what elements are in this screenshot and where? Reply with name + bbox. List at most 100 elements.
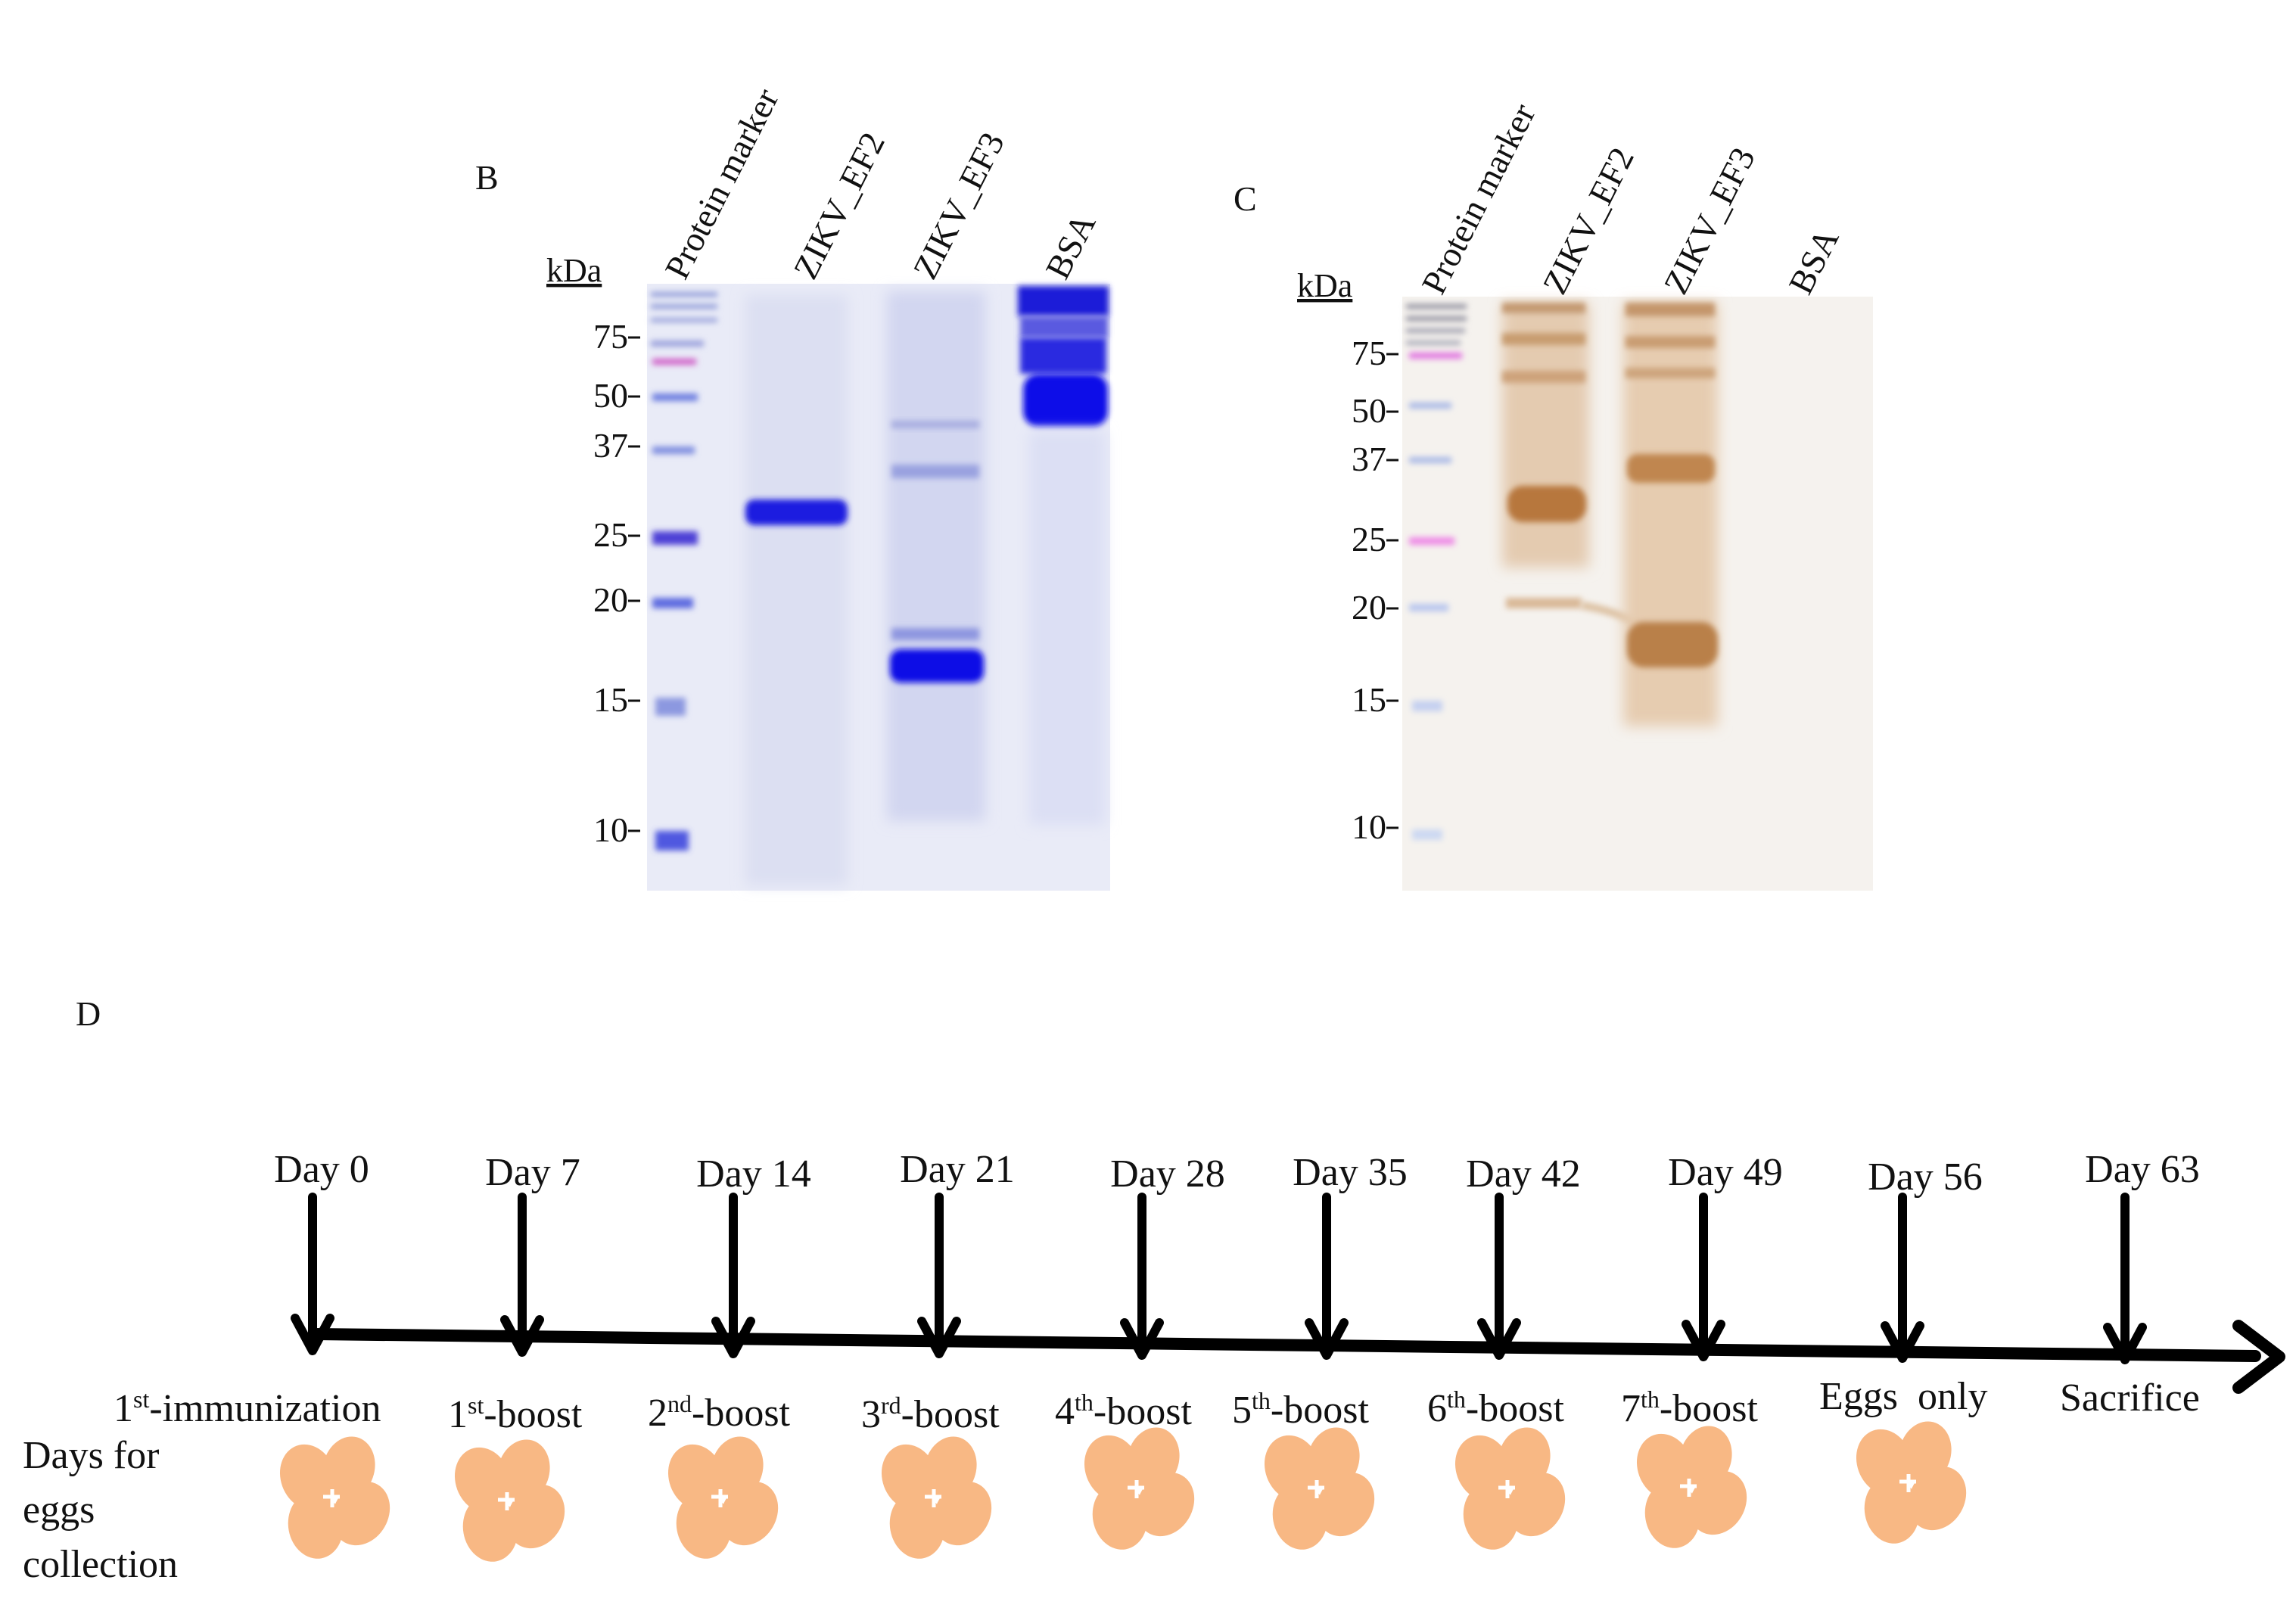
day-label: Day 63 bbox=[2085, 1148, 2200, 1191]
eggs-label-line: collection bbox=[23, 1543, 178, 1586]
panel-c-marker-labels: 75 50 37 25 20 15 10 bbox=[1352, 334, 1386, 846]
egg-shape bbox=[1688, 1470, 1747, 1535]
event-label: 4th-boost bbox=[1055, 1389, 1192, 1433]
panel-c-lane-label: ZIKV_EF2 bbox=[1535, 142, 1641, 300]
panel-c-marker-label: 37 bbox=[1352, 440, 1386, 478]
egg-divider bbox=[1498, 1480, 1515, 1498]
egg-shape bbox=[1316, 1472, 1375, 1537]
egg-shape bbox=[881, 1444, 938, 1510]
event-label: 5th-boost bbox=[1232, 1387, 1369, 1432]
egg-shape bbox=[462, 1495, 518, 1562]
panel-c-ef3-band bbox=[1627, 622, 1718, 667]
panel-b: B kDa Protein marker ZIKV_EF2 ZIKV_EF3 B… bbox=[475, 82, 1110, 891]
eggs-collection-label: Days for eggs collection bbox=[23, 1434, 178, 1586]
eggs-label-line: Days for bbox=[23, 1434, 160, 1477]
panel-b-marker-label: 75 bbox=[593, 317, 628, 356]
panel-d: D Day 0 Day 7 Day 14 Day 21 Day 28 Day 3… bbox=[23, 994, 2285, 1586]
panel-c-marker-label: 10 bbox=[1352, 807, 1386, 846]
egg-cluster-icon bbox=[454, 1439, 565, 1562]
panel-c-marker-label: 20 bbox=[1352, 588, 1386, 627]
panel-c-unit-label: kDa bbox=[1297, 267, 1352, 304]
panel-c-lane-labels: Protein marker ZIKV_EF2 ZIKV_EF3 BSA bbox=[1414, 98, 1846, 300]
panel-b-ef2-lane bbox=[745, 295, 848, 885]
timeline-arrowhead-icon bbox=[2232, 1320, 2285, 1394]
day-label: Day 56 bbox=[1868, 1155, 1983, 1199]
panel-c-lane-label: ZIKV_EF3 bbox=[1656, 142, 1762, 300]
egg-cluster-icon bbox=[667, 1436, 779, 1559]
egg-cluster-icon bbox=[1084, 1427, 1195, 1550]
egg-shape bbox=[506, 1484, 565, 1549]
down-arrow-icon bbox=[2103, 1193, 2147, 1364]
egg-shape bbox=[1084, 1435, 1141, 1501]
egg-divider bbox=[1680, 1479, 1697, 1497]
down-arrow-icon bbox=[1305, 1193, 1349, 1360]
panel-c-lane-label: Protein marker bbox=[1414, 98, 1542, 300]
panel-c-marker-label: 15 bbox=[1352, 680, 1386, 719]
down-arrow-icon bbox=[917, 1193, 961, 1358]
timeline-axis bbox=[308, 1320, 2285, 1394]
panel-b-gel bbox=[647, 284, 1110, 891]
egg-divider bbox=[498, 1492, 515, 1510]
egg-shape bbox=[331, 1481, 390, 1546]
panel-b-lane-label: ZIKV_EF3 bbox=[905, 126, 1012, 285]
panel-b-marker-label: 37 bbox=[593, 426, 628, 465]
panel-c-ef3-lane bbox=[1623, 303, 1718, 726]
panel-b-bsa-lane bbox=[1018, 286, 1109, 825]
egg-shape bbox=[1264, 1435, 1321, 1501]
panel-c-marker-ticks bbox=[1386, 353, 1398, 829]
day-label: Day 21 bbox=[900, 1148, 1015, 1191]
down-arrow-icon bbox=[711, 1193, 755, 1358]
panel-b-lane-label: Protein marker bbox=[657, 82, 786, 285]
panel-b-marker-lane bbox=[651, 292, 717, 851]
down-arrow-icon bbox=[1881, 1193, 1924, 1363]
egg-divider bbox=[711, 1489, 728, 1507]
panel-c-ef2-band bbox=[1507, 486, 1586, 522]
day-label: Day 14 bbox=[696, 1152, 811, 1196]
panel-c-letter: C bbox=[1234, 179, 1257, 218]
event-label: 3rd-boost bbox=[861, 1392, 1000, 1436]
event-label: Sacrifice bbox=[2060, 1376, 2200, 1420]
panel-b-unit-label: kDa bbox=[546, 252, 602, 289]
egg-shape bbox=[454, 1447, 512, 1513]
egg-shape bbox=[279, 1444, 337, 1510]
panel-c-marker-label: 50 bbox=[1352, 391, 1386, 430]
panel-b-marker-labels: 75 50 37 25 20 15 10 bbox=[593, 317, 628, 849]
egg-shape bbox=[720, 1481, 779, 1546]
day-label: Day 28 bbox=[1110, 1152, 1225, 1196]
egg-shape bbox=[933, 1481, 992, 1546]
egg-divider bbox=[1308, 1480, 1324, 1498]
egg-cluster-icon bbox=[881, 1436, 992, 1559]
egg-shape bbox=[1644, 1482, 1700, 1548]
panel-d-letter: D bbox=[76, 994, 101, 1033]
panel-b-lane-labels: Protein marker ZIKV_EF2 ZIKV_EF3 BSA bbox=[657, 82, 1103, 285]
panel-b-marker-label: 15 bbox=[593, 680, 628, 719]
panel-b-lane-label: BSA bbox=[1038, 207, 1103, 285]
event-label: 6th-boost bbox=[1427, 1386, 1564, 1430]
timeline-line bbox=[308, 1328, 2261, 1362]
egg-shape bbox=[1454, 1435, 1512, 1501]
egg-cluster-icon bbox=[1856, 1421, 1967, 1544]
day-label: Day 0 bbox=[274, 1148, 369, 1191]
egg-shape bbox=[1856, 1429, 1913, 1495]
egg-icons bbox=[279, 1421, 1967, 1562]
egg-cluster-icon bbox=[1264, 1427, 1375, 1550]
panel-c-marker-lane bbox=[1406, 304, 1467, 840]
down-arrow-icon bbox=[291, 1193, 334, 1355]
event-label: 2nd-boost bbox=[648, 1390, 791, 1435]
egg-shape bbox=[1636, 1433, 1694, 1500]
panel-c-marker-label: 25 bbox=[1352, 520, 1386, 558]
egg-shape bbox=[676, 1492, 732, 1559]
egg-divider bbox=[1128, 1480, 1144, 1498]
panel-b-lane-label: ZIKV_EF2 bbox=[786, 126, 892, 285]
panel-b-letter: B bbox=[475, 158, 499, 197]
egg-shape bbox=[1864, 1477, 1920, 1544]
panel-b-marker-label: 20 bbox=[593, 580, 628, 619]
eggs-label-line: eggs bbox=[23, 1488, 95, 1532]
day-labels: Day 0 Day 7 Day 14 Day 21 Day 28 Day 35 … bbox=[274, 1148, 2200, 1199]
panel-b-ef2-band bbox=[745, 499, 848, 525]
day-label: Day 7 bbox=[485, 1151, 580, 1194]
panel-b-marker-ticks bbox=[628, 336, 640, 832]
egg-shape bbox=[1507, 1472, 1566, 1537]
event-label: 1st-boost bbox=[448, 1392, 583, 1436]
day-label: Day 49 bbox=[1668, 1151, 1783, 1194]
